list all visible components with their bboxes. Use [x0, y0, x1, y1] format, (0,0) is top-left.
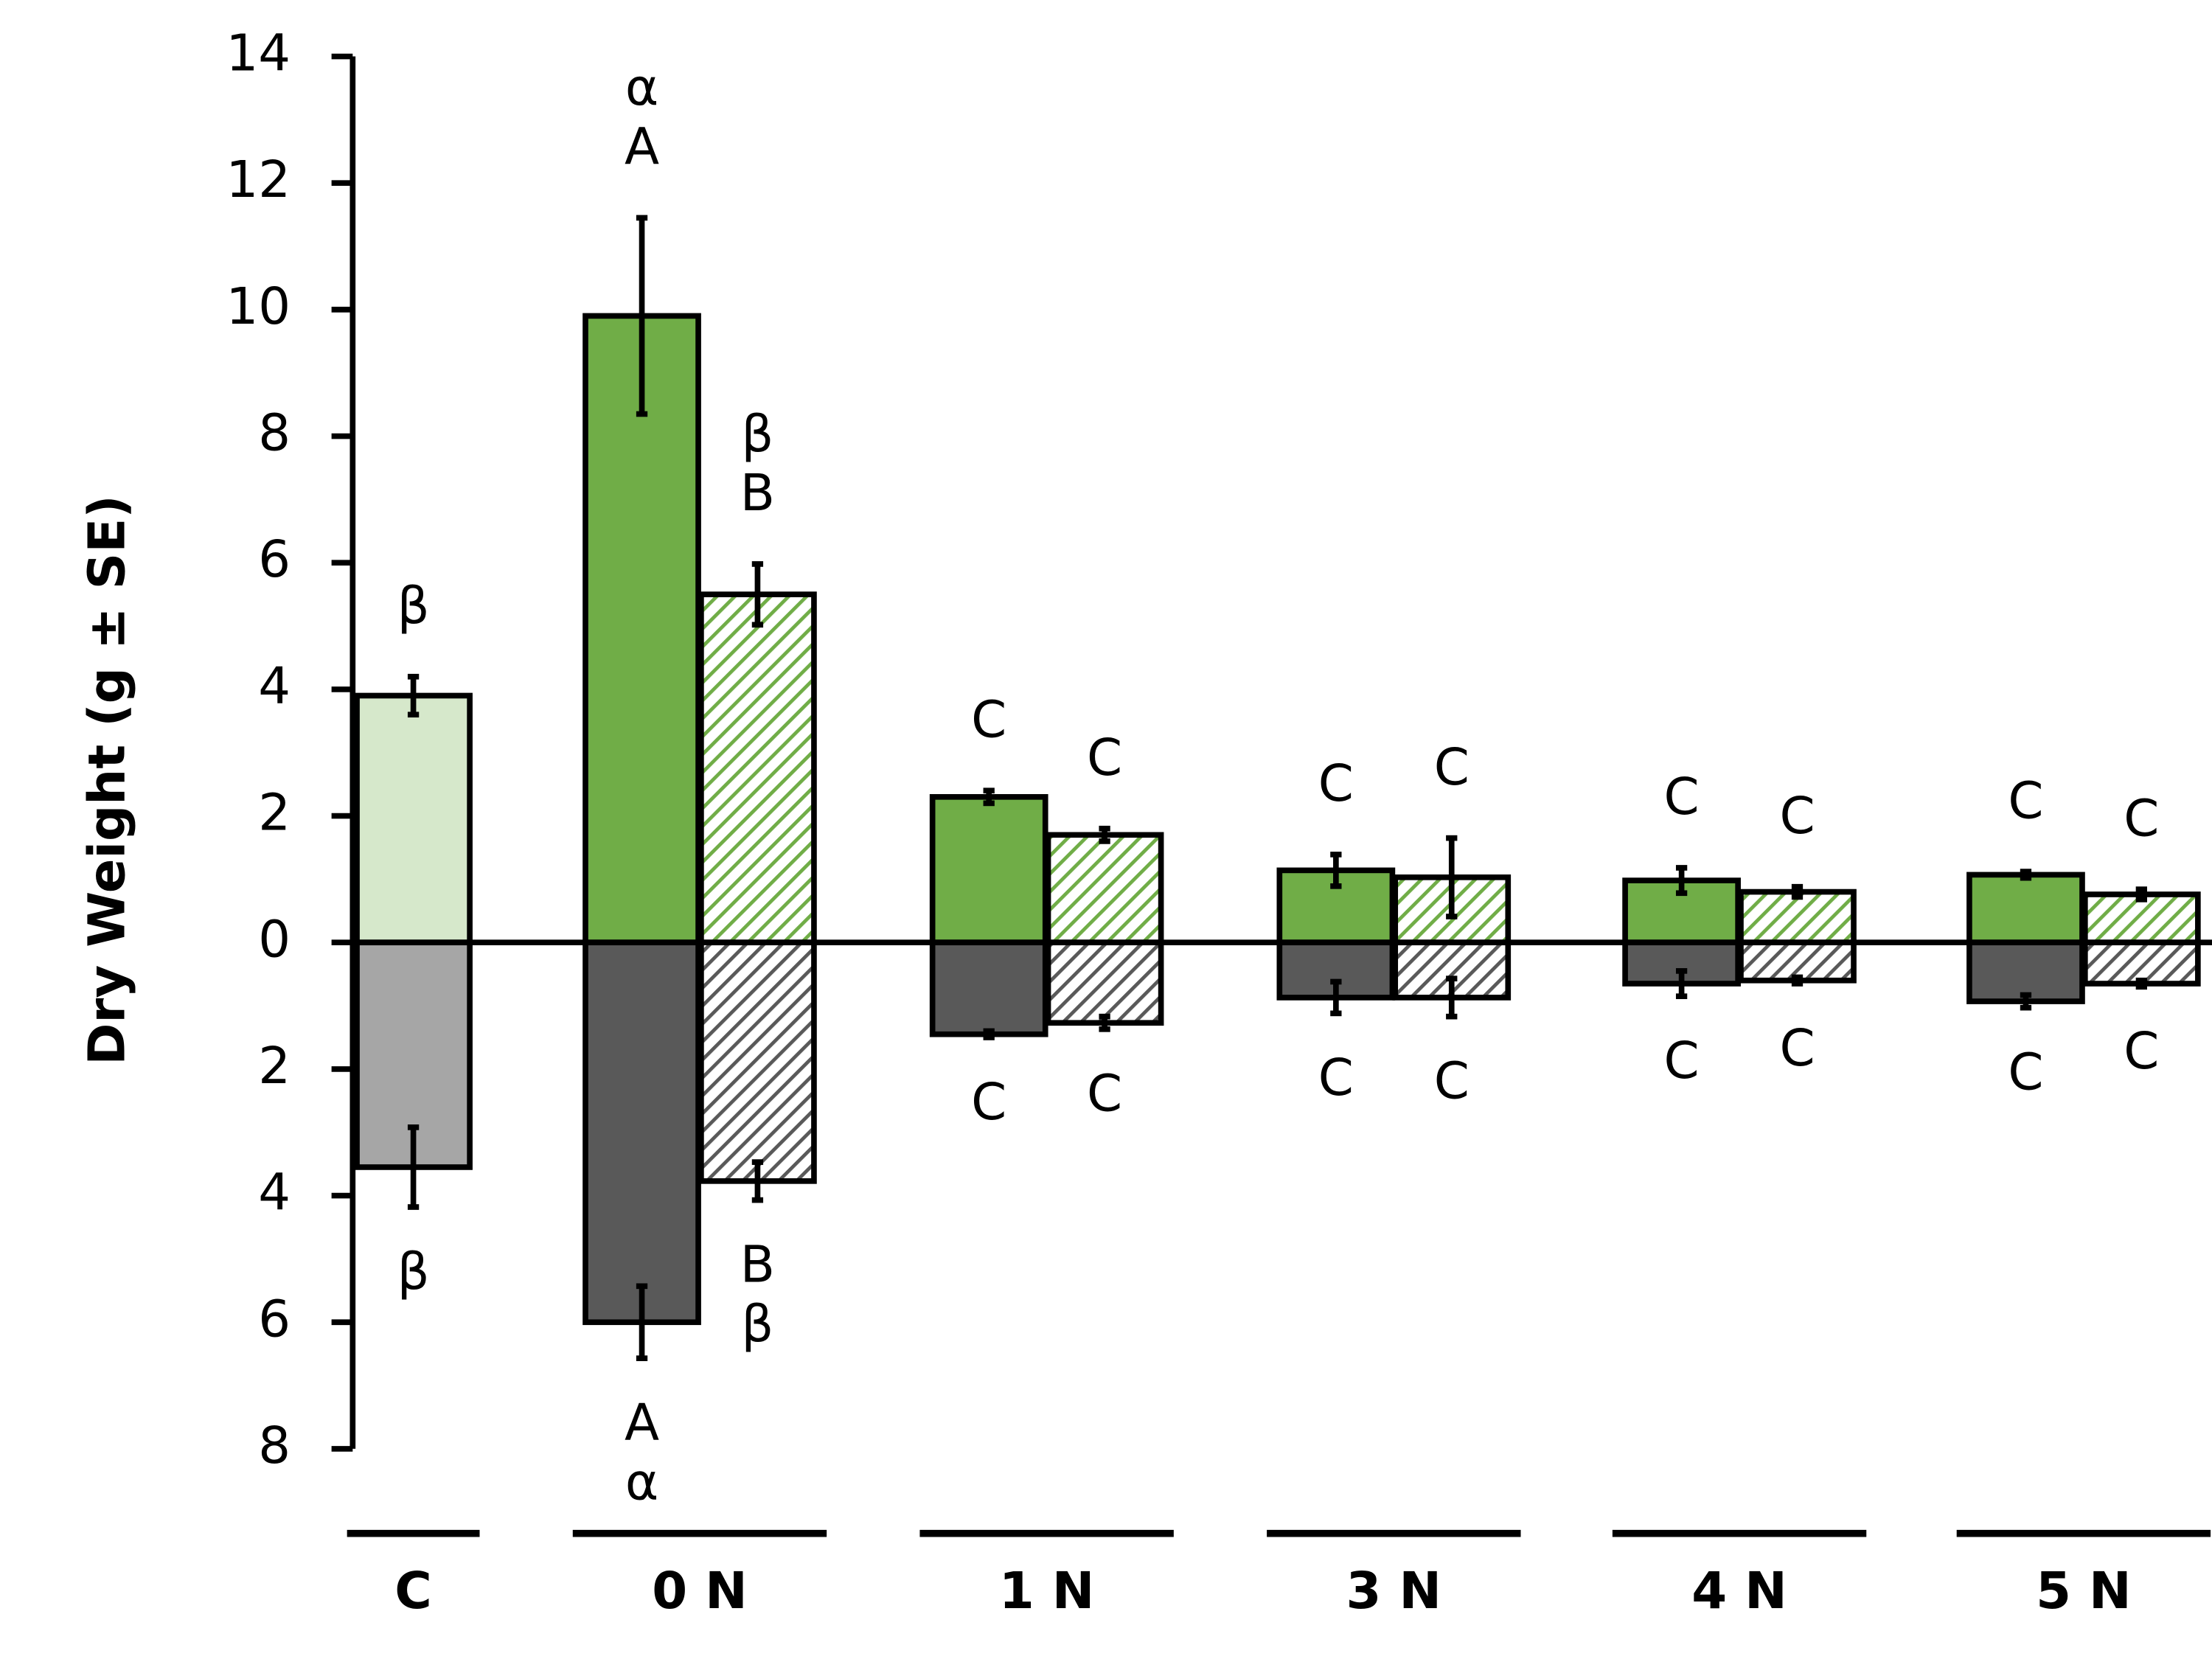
significance-letter: β: [397, 577, 430, 636]
x-tick-label: C: [394, 1562, 432, 1621]
y-tick-label: 2: [258, 1037, 291, 1096]
bar: [354, 692, 473, 946]
bar: [2081, 939, 2201, 987]
x-tick-label: 1 N: [999, 1562, 1095, 1621]
significance-letter: C: [2124, 789, 2159, 848]
significance-letter: C: [1779, 787, 1815, 846]
bar: [582, 939, 701, 1326]
significance-letter: β: [741, 405, 773, 464]
y-tick-label: 12: [226, 150, 291, 209]
bar: [929, 939, 1048, 1037]
y-tick-label: 4: [258, 1164, 291, 1222]
y-tick-label: 6: [258, 1290, 291, 1349]
significance-letter: C: [2008, 1043, 2043, 1102]
significance-letter: C: [2008, 771, 2043, 830]
x-tick-label: 5 N: [2036, 1562, 2132, 1621]
y-tick-label: 2: [258, 784, 291, 843]
significance-letter: C: [971, 1073, 1006, 1132]
significance-letter: C: [1434, 738, 1470, 797]
bar: [1045, 939, 1164, 1026]
significance-letter: β: [741, 1295, 773, 1354]
significance-letter: C: [1318, 754, 1354, 813]
bar: [929, 793, 1048, 946]
bar: [698, 939, 817, 1184]
significance-letter: C: [971, 690, 1006, 749]
y-tick-label: 8: [258, 404, 291, 463]
bar: [1966, 872, 2085, 946]
x-tick-label: 3 N: [1346, 1562, 1442, 1621]
y-tick-label: 14: [226, 24, 291, 83]
y-tick-label: 0: [258, 910, 291, 969]
significance-letter: C: [1664, 1032, 1700, 1091]
significance-letter: C: [1664, 768, 1700, 827]
bar: [698, 591, 817, 946]
y-tick-label: 8: [258, 1416, 291, 1475]
y-tick-label: 4: [258, 657, 291, 716]
significance-letter: C: [2124, 1022, 2159, 1081]
significance-letter: α: [625, 1453, 658, 1512]
bar: [1045, 832, 1164, 946]
significance-letter: C: [1434, 1052, 1470, 1111]
significance-letter: α: [625, 58, 658, 117]
y-tick-label: 10: [226, 277, 291, 336]
significance-letter: B: [740, 1235, 775, 1294]
significance-letter: β: [397, 1242, 430, 1301]
y-axis-title: Dry Weight (g ± SE): [77, 495, 136, 1065]
significance-letter: C: [1087, 728, 1122, 787]
significance-letter: A: [625, 118, 659, 177]
significance-letter: B: [740, 464, 775, 523]
significance-letter: C: [1779, 1019, 1815, 1078]
x-tick-label: 4 N: [1691, 1562, 1787, 1621]
significance-letter: C: [1087, 1065, 1122, 1124]
significance-letter: A: [625, 1394, 659, 1453]
significance-letter: C: [1318, 1048, 1354, 1107]
x-tick-label: 0 N: [652, 1562, 748, 1621]
y-tick-label: 6: [258, 530, 291, 589]
